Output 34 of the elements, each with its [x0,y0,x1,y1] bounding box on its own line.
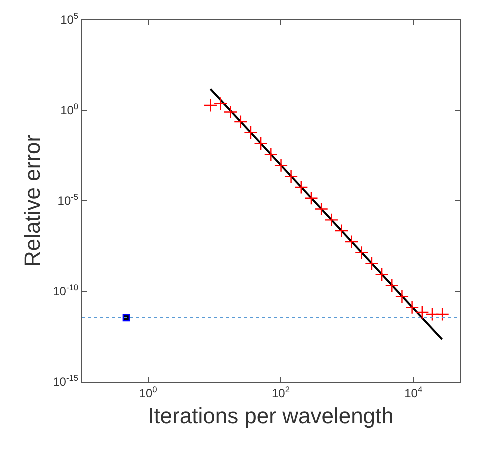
y-axis-title: Relative error [20,134,45,268]
x-tick-label: 10$^{2}$ [272,384,290,400]
point [314,202,328,216]
x-tick-label: 10$^{0}$ [139,384,158,400]
y-tick-label: 10$^{-15}$ [53,373,79,390]
point [334,224,349,238]
point [214,97,228,111]
point [274,158,288,172]
point [344,235,359,249]
x-tick-label: 10$^{4}$ [404,384,423,400]
point [436,308,450,322]
point [375,268,389,282]
point [365,256,379,271]
point [304,191,318,206]
point [405,300,420,314]
point [395,290,410,304]
x-axis-title: Iterations per wavelength [148,403,394,428]
point [204,98,218,112]
point [254,136,268,151]
point [234,115,248,129]
point [415,306,430,320]
y-tick-label: 10$^{-5}$ [58,192,79,208]
point [294,180,308,194]
y-tick-label: 10$^{0}$ [60,102,79,118]
point [264,148,278,162]
point [324,213,339,228]
y-tick-label: 10$^{-10}$ [53,282,79,299]
point [224,105,238,120]
y-tick-label: 10$^{5}$ [60,11,79,28]
point [355,246,369,260]
point [426,308,440,322]
point [385,278,400,293]
point [244,126,258,140]
point [284,170,298,184]
